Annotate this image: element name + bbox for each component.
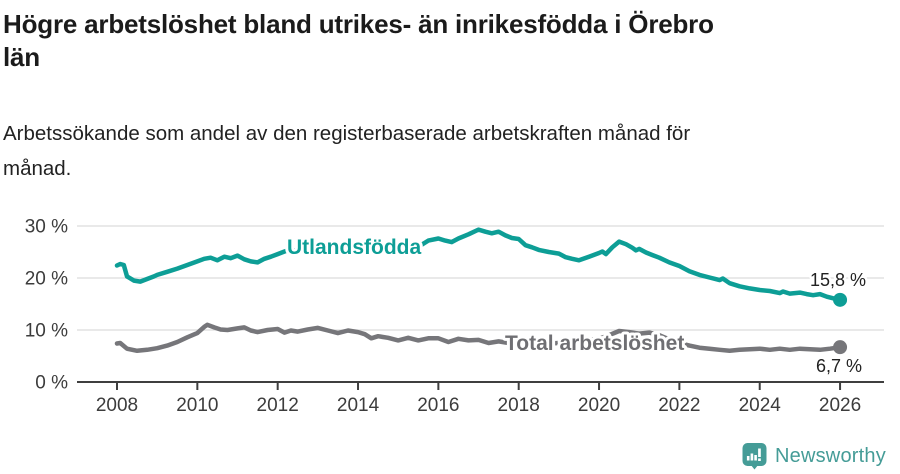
chart-subtitle: Arbetssökande som andel av den registerb… — [3, 117, 883, 187]
newsworthy-brand-link[interactable]: Newsworthy — [742, 442, 886, 470]
x-tick-label: 2020 — [578, 395, 620, 416]
newsworthy-logo-icon — [742, 442, 767, 469]
y-tick-label: 10 % — [25, 321, 68, 342]
line-chart: 2008 2010 2012 2014 2016 2018 2020 2022 2024 2026… — [0, 196, 900, 434]
title-line-2: län — [3, 42, 40, 73]
y-tick-label: 20 % — [25, 269, 68, 290]
series-end-dot — [833, 292, 848, 307]
y-tick-label: 30 % — [25, 217, 68, 238]
series-line — [114, 322, 843, 354]
page-title: Högre arbetslöshet bland utrikes- än inr… — [3, 8, 895, 74]
x-tick-label: 2018 — [498, 395, 540, 416]
series-end-dot — [833, 340, 848, 355]
series-line — [114, 227, 843, 303]
series-end-value-label: 15,8 % — [810, 270, 866, 290]
series-label: Utlandsfödda — [287, 236, 421, 259]
subtitle-line-1: Arbetssökande som andel av den registerb… — [3, 122, 691, 145]
title-line-1: Högre arbetslöshet bland utrikes- än inr… — [3, 9, 714, 39]
x-tick-label: 2014 — [337, 395, 380, 416]
x-tick-label: 2012 — [257, 395, 299, 416]
x-tick-label: 2010 — [176, 395, 218, 416]
series-end-value-label: 6,7 % — [816, 356, 862, 376]
x-tick-label: 2024 — [739, 395, 782, 416]
brand-name: Newsworthy — [775, 444, 886, 467]
series-label: Total arbetslöshet — [505, 332, 684, 355]
x-tick-label: 2022 — [658, 395, 700, 416]
x-tick-label: 2026 — [819, 395, 861, 416]
y-tick-label: 0 % — [35, 373, 68, 394]
x-tick-label: 2008 — [96, 395, 138, 416]
subtitle-line-2: månad. — [3, 156, 72, 180]
chart-svg: 2008 2010 2012 2014 2016 2018 2020 2022 2024 2026… — [25, 217, 884, 416]
x-tick-label: 2016 — [417, 395, 459, 416]
